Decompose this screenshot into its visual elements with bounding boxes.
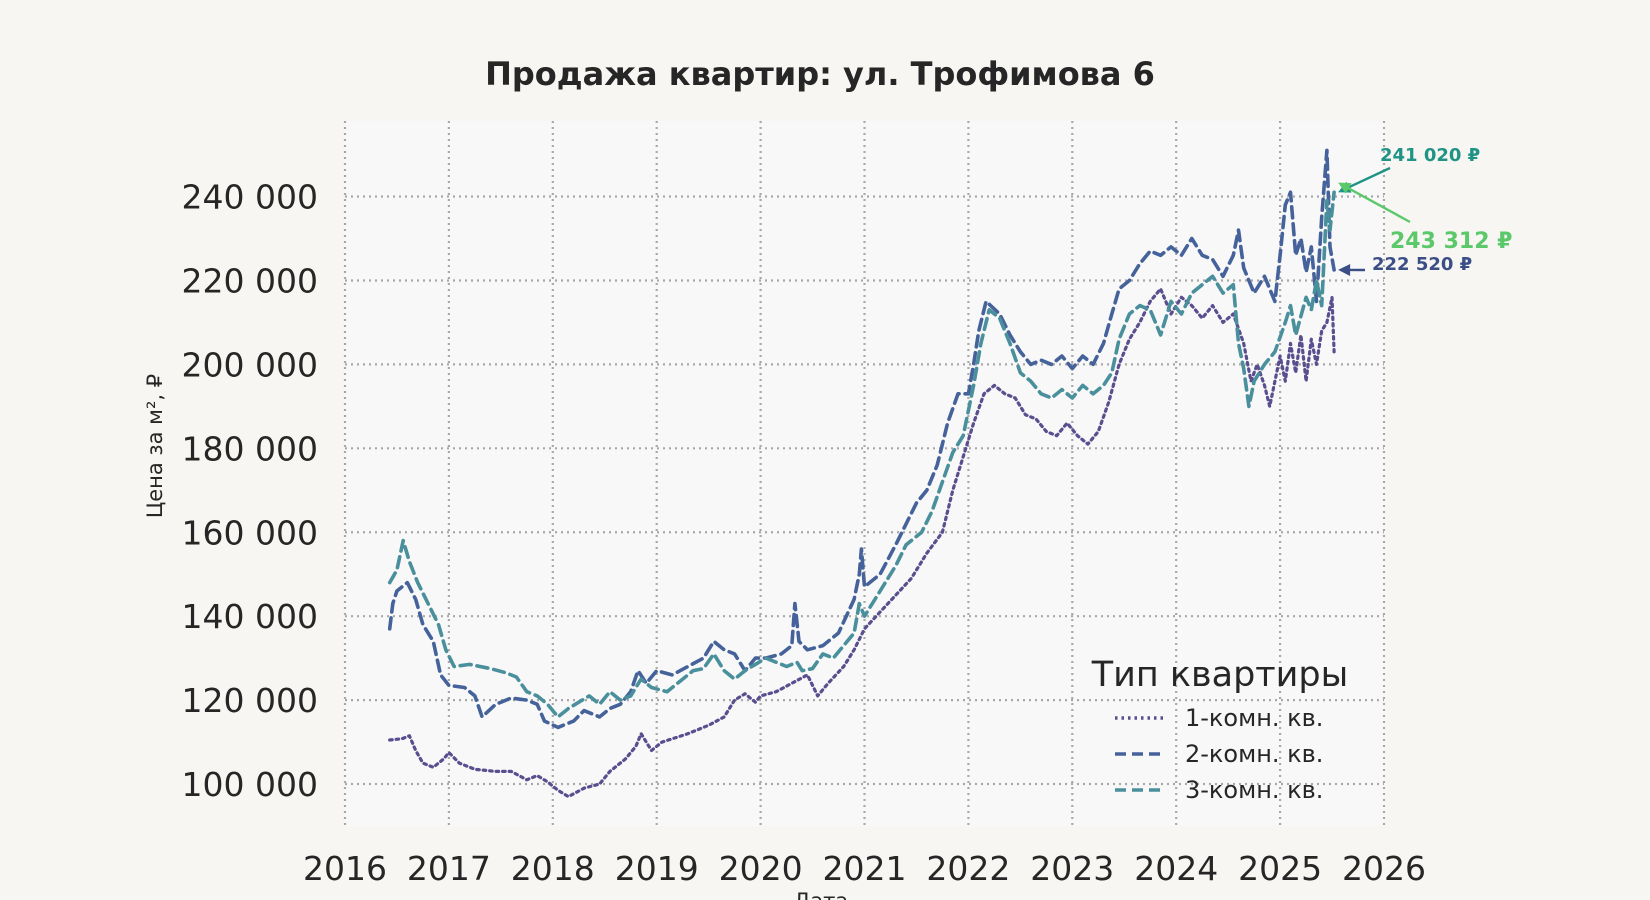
legend-label-1: 1-комн. кв. [1185, 704, 1323, 732]
series-line-3 [387, 190, 1336, 719]
y-tick-label: 220 000 [182, 261, 318, 300]
y-tick-label: 100 000 [182, 765, 318, 804]
annotation-arrowhead-2 [1338, 182, 1352, 194]
annotation-label-1: 241 020 ₽ [1380, 145, 1480, 166]
x-tick-label: 2025 [1238, 849, 1322, 888]
x-tick-label: 2018 [511, 849, 595, 888]
x-tick-label: 2023 [1030, 849, 1114, 888]
x-tick-label: 2016 [303, 849, 387, 888]
annotation-label-3: 222 520 ₽ [1372, 254, 1472, 275]
x-tick-label: 2019 [615, 849, 699, 888]
y-tick-label: 140 000 [182, 597, 318, 636]
y-tick-label: 180 000 [182, 429, 318, 468]
series-line-2 [387, 148, 1336, 730]
y-axis-label: Цена за м², ₽ [143, 374, 167, 518]
x-tick-label: 2022 [926, 849, 1010, 888]
legend-title: Тип квартиры [1091, 655, 1349, 695]
chart-title: Продажа квартир: ул. Трофимова 6 [485, 55, 1155, 93]
x-tick-label: 2020 [719, 849, 803, 888]
annotation-arrow-1 [1344, 166, 1391, 191]
y-tick-label: 240 000 [182, 178, 318, 217]
x-tick-label: 2021 [823, 849, 907, 888]
annotation-arrow-2 [1343, 185, 1411, 224]
legend-label-3: 3-комн. кв. [1185, 776, 1323, 804]
annotation-arrowhead-3 [1338, 263, 1351, 276]
legend-label-2: 2-комн. кв. [1185, 740, 1323, 768]
y-tick-label: 200 000 [182, 345, 318, 384]
plot-area [345, 121, 1384, 826]
annotation-label-2: 243 312 ₽ [1390, 229, 1512, 254]
legend: Тип квартиры 1-комн. кв. 2-комн. кв. 3-ком… [1091, 655, 1349, 804]
x-axis-label: Дата [794, 889, 848, 900]
x-tick-label: 2026 [1342, 849, 1426, 888]
x-tick-label: 2024 [1134, 849, 1218, 888]
x-tick-label: 2017 [407, 849, 491, 888]
y-tick-label: 160 000 [182, 513, 318, 552]
y-tick-label: 120 000 [182, 681, 318, 720]
